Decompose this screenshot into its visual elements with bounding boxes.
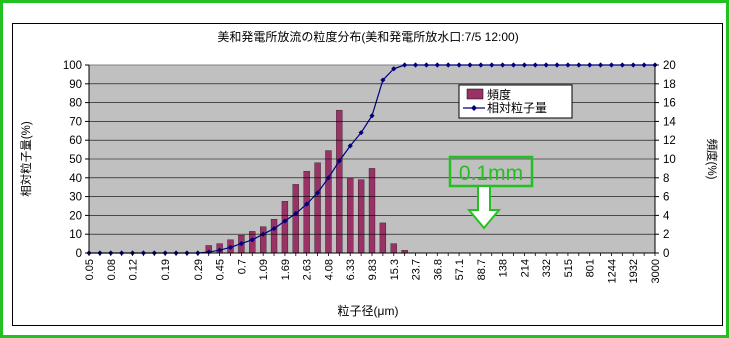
y-left-tick-label: 10 [69,229,82,241]
line-point [249,237,255,243]
y-left-tick-label: 30 [69,192,82,204]
x-tick-label: 1.69 [280,259,292,280]
bar [325,150,332,254]
line-point [314,190,321,196]
bar [357,179,365,254]
x-tick-label: 0.08 [106,259,118,280]
annotation-text: 0.1mm [459,162,523,185]
legend-bar-label: 頻度 [487,87,511,102]
x-tick-label: 0.19 [160,259,172,280]
y-left-tick-label: 80 [69,98,82,110]
x-tick-label: 23.7 [411,259,423,280]
bar [368,168,376,254]
y-left-tick-label: 90 [69,79,82,91]
bar [314,162,321,254]
line-point [380,77,386,83]
chart-area: 美和発電所放流の粒度分布(美和発電所放水口:7/5 12:00) 0 10 20 30… [12,23,723,326]
x-axis-label: 粒子径(μm) [338,303,399,318]
legend-line-label: 相対粒子量 [487,100,547,115]
y-axis-right-label: 頻度(%) [705,139,719,180]
bar [292,184,299,254]
y-right-tick-label: 8 [663,173,669,185]
y-right-tick-label: 4 [663,210,670,222]
y-right-tick-label: 6 [663,192,669,204]
y-left-tick-label: 50 [69,154,82,166]
x-tick-label: 515 [563,259,575,277]
y-right-tick-label: 12 [663,135,676,147]
chart-svg: 美和発電所放流の粒度分布(美和発電所放水口:7/5 12:00) 0102030… [19,29,719,318]
x-tick-label: 801 [585,259,597,277]
line-point [402,62,408,68]
legend-bar-swatch [466,88,484,100]
x-tick-label: 6.33 [345,259,357,280]
line-point [304,201,310,207]
chart-title: 美和発電所放流の粒度分布(美和発電所放水口:7/5 12:00) [217,29,518,44]
x-tick-label: 0.05 [84,259,96,280]
x-tick-label: 0.29 [193,259,205,280]
y-right-tick-label: 16 [663,98,676,110]
x-tick-label: 3000 [650,259,662,283]
y-right-tick-label: 0 [663,248,669,260]
y-right-tick-label: 20 [663,60,676,72]
line-point [369,113,375,119]
legend: 頻度 相対粒子量 [458,84,573,119]
y-left-tick-label: 20 [69,210,82,222]
x-tick-label: 0.7 [236,259,248,274]
x-tick-label: 0.12 [128,259,140,280]
y-right-tick-label: 18 [663,79,676,91]
line-point [336,158,342,164]
annotation-arrow [466,185,502,230]
x-tick-label: 4.08 [323,259,335,280]
x-tick-label: 1932 [628,259,640,283]
y-left-tick-label: 70 [69,116,82,128]
line-point [489,62,495,68]
line-point [217,247,223,253]
x-tick-label: 15.3 [389,259,401,280]
line-point [478,62,484,68]
y-right-tick-label: 10 [663,154,676,166]
y-left-tick-label: 100 [63,60,82,72]
x-tick-label: 9.83 [367,259,379,280]
x-tick-label: 214 [519,259,531,277]
bar [260,226,267,254]
line-point [347,143,353,149]
line-point [282,218,288,224]
line-point [358,130,364,136]
x-tick-label: 1.09 [258,259,270,280]
x-tick-label: 57.1 [454,259,466,280]
x-tick-label: 1244 [606,259,618,283]
line-point [510,62,517,68]
y-axis-left-label: 相対粒子量(%) [19,121,33,197]
bar [270,219,278,254]
y-right-tick-label: 2 [663,229,669,241]
annotation-01mm: 0.1mm [448,155,534,230]
y-left-tick-label: 0 [76,248,82,260]
y-left-tick-label: 60 [69,135,82,147]
bar [379,222,387,254]
line-point [391,66,397,72]
y-left-tick-label: 40 [69,173,82,185]
legend-line-marker [471,105,477,111]
x-tick-label: 2.63 [302,259,314,280]
bar [336,109,343,254]
line-point [521,62,527,68]
bar [281,201,289,254]
line-point [238,241,244,247]
line-point [293,210,299,217]
x-tick-label: 0.45 [215,259,227,280]
x-tick-label: 332 [541,259,553,277]
x-tick-label: 138 [498,259,510,277]
y-right-tick-label: 14 [663,116,676,128]
line-point [271,225,277,232]
x-tick-label: 88.7 [476,259,488,280]
x-tick-label: 36.8 [432,259,444,280]
line-point [500,62,506,68]
line-point [227,244,234,250]
bar [303,171,310,254]
bar [390,243,397,254]
